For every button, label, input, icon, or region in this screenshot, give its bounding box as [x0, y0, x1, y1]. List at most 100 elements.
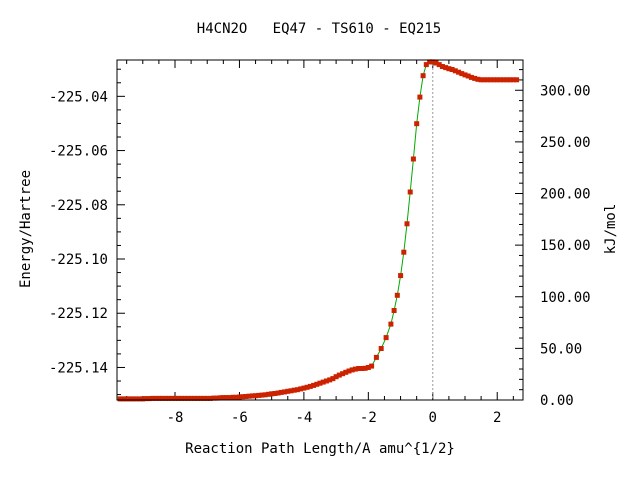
- data-point: [465, 73, 471, 79]
- data-point: [430, 59, 436, 65]
- data-point: [198, 395, 204, 401]
- data-point: [256, 392, 262, 398]
- data-point: [294, 387, 300, 393]
- data-point: [472, 75, 478, 81]
- y-tick-label: -225.10: [49, 252, 108, 268]
- data-point: [417, 94, 423, 100]
- data-point: [282, 389, 288, 395]
- data-point: [349, 367, 355, 373]
- data-point: [468, 74, 474, 80]
- data-point: [481, 77, 487, 83]
- y-axis-label: Energy/Hartree: [18, 170, 34, 288]
- data-point: [501, 77, 507, 83]
- data-point: [259, 392, 265, 398]
- data-point: [401, 249, 407, 255]
- data-point: [191, 395, 197, 401]
- x-tick-label: -4: [295, 410, 312, 426]
- y-tick-label: -225.14: [49, 360, 108, 376]
- data-point: [327, 377, 333, 383]
- x-tick-label: 2: [493, 410, 501, 426]
- data-point: [272, 391, 278, 396]
- x-tick-label: -6: [231, 410, 248, 426]
- data-point: [433, 60, 439, 66]
- data-point: [478, 77, 484, 83]
- y2-tick-label: 50.00: [540, 341, 582, 357]
- x-tick-label: 0: [429, 410, 437, 426]
- data-point: [162, 395, 168, 401]
- data-point: [407, 189, 413, 195]
- data-point: [304, 384, 310, 390]
- y2-tick-label: 300.00: [540, 83, 591, 99]
- data-point: [507, 77, 513, 83]
- data-point: [246, 393, 252, 399]
- data-point: [178, 395, 184, 401]
- data-point: [195, 395, 201, 401]
- data-point: [227, 395, 233, 401]
- energy-curve: [120, 61, 517, 400]
- data-point: [275, 390, 281, 396]
- data-point: [140, 396, 146, 402]
- data-point: [127, 396, 133, 402]
- data-point: [404, 221, 410, 227]
- data-point: [233, 394, 239, 400]
- data-point: [439, 64, 445, 69]
- data-point: [217, 395, 223, 401]
- data-point: [514, 77, 520, 83]
- data-point: [330, 376, 336, 382]
- data-point: [117, 396, 123, 402]
- axis-ticks: [117, 60, 523, 401]
- data-point: [323, 378, 329, 384]
- data-point: [491, 77, 497, 83]
- data-point: [172, 395, 178, 401]
- data-point: [298, 386, 304, 392]
- data-point: [427, 59, 433, 65]
- data-point: [475, 76, 481, 82]
- chart-title: H4CN2O EQ47 - TS610 - EQ215: [197, 21, 441, 37]
- data-point: [253, 393, 259, 399]
- y2-tick-label: 100.00: [540, 290, 591, 306]
- y2-tick-label: 150.00: [540, 238, 591, 254]
- data-point: [420, 73, 426, 79]
- data-point: [214, 395, 220, 401]
- y2-tick-label: 200.00: [540, 187, 591, 203]
- data-point: [383, 335, 389, 341]
- data-point: [175, 395, 181, 401]
- data-point: [488, 77, 494, 83]
- data-point: [485, 77, 491, 83]
- data-points: [117, 59, 520, 402]
- data-point: [236, 394, 242, 400]
- data-point: [201, 395, 207, 401]
- tick-labels: -8 -6 -4 -2 0 2 -225.04 -225.06 -225.08 -225.10 -2…: [49, 83, 591, 426]
- y-tick-label: -225.08: [49, 198, 108, 214]
- data-point: [391, 308, 397, 313]
- y2-axis-label: kJ/mol: [603, 204, 619, 255]
- data-point: [146, 396, 152, 402]
- data-point: [362, 365, 368, 371]
- data-point: [288, 388, 294, 394]
- data-point: [207, 395, 213, 401]
- data-point: [388, 321, 394, 327]
- y-tick-label: -225.04: [49, 89, 108, 105]
- data-point: [443, 65, 449, 71]
- x-tick-label: -8: [167, 410, 184, 426]
- data-point: [249, 393, 255, 399]
- data-point: [301, 385, 307, 391]
- data-point: [285, 388, 291, 394]
- data-point: [182, 395, 188, 401]
- data-point: [156, 395, 162, 401]
- data-point: [230, 394, 236, 400]
- data-point: [307, 383, 313, 389]
- x-tick-label: -2: [360, 410, 377, 426]
- data-point: [120, 396, 126, 402]
- data-point: [320, 379, 326, 385]
- data-point: [449, 67, 455, 72]
- data-point: [137, 396, 143, 402]
- data-point: [452, 68, 458, 74]
- data-point: [343, 369, 349, 375]
- data-point: [436, 62, 442, 68]
- energy-line: [120, 61, 517, 400]
- data-point: [124, 396, 130, 402]
- x-axis-label: Reaction Path Length/A amu^{1/2}: [185, 441, 455, 457]
- data-point: [262, 392, 268, 398]
- data-point: [340, 371, 346, 377]
